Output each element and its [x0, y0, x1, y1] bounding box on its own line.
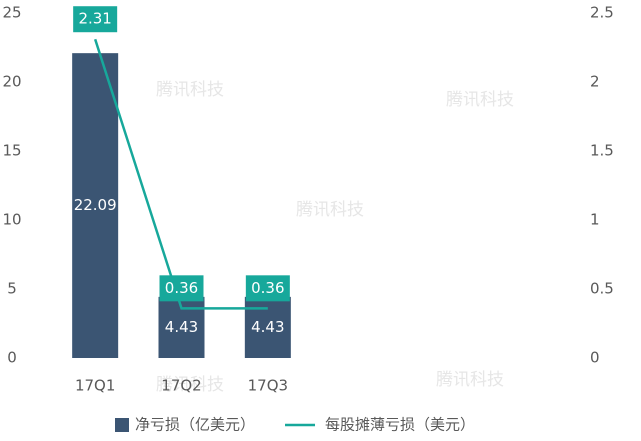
y2-tick-label: 0.5	[590, 280, 614, 298]
y-tick-label: 15	[2, 142, 21, 160]
x-tick-label: 17Q2	[161, 377, 201, 395]
y2-tick-label: 0	[590, 349, 600, 367]
legend-label: 每股摊薄亏损（美元）	[325, 416, 475, 434]
y2-tick-label: 1.5	[590, 142, 614, 160]
watermark: 腾讯科技	[156, 80, 224, 100]
legend-label: 净亏损（亿美元）	[135, 416, 255, 434]
y2-tick-label: 1	[590, 211, 600, 229]
y-tick-label: 0	[7, 349, 17, 367]
y2-tick-label: 2.5	[590, 4, 614, 22]
watermark: 腾讯科技	[156, 375, 224, 395]
line	[93, 38, 268, 310]
y-tick-label: 25	[2, 4, 21, 22]
line-value-label: 0.36	[251, 279, 284, 297]
bar	[72, 53, 119, 359]
x-tick-label: 17Q1	[75, 377, 115, 395]
y-tick-label: 10	[2, 211, 21, 229]
y-tick-label: 5	[7, 280, 17, 298]
watermark: 腾讯科技	[446, 90, 514, 110]
bar-value-label: 22.09	[74, 196, 117, 214]
line-value-label: 0.36	[165, 279, 198, 297]
watermark: 腾讯科技	[436, 370, 504, 390]
value-label-box	[245, 275, 290, 302]
bar-value-label: 4.43	[251, 318, 284, 336]
line-value-label: 2.31	[78, 10, 111, 28]
watermark: 腾讯科技	[296, 200, 364, 220]
bar-value-label: 4.43	[165, 318, 198, 336]
value-label-box	[73, 6, 118, 33]
legend-swatch	[115, 418, 129, 432]
value-label-box	[159, 275, 204, 302]
y-tick-label: 20	[2, 73, 21, 91]
bar	[244, 296, 291, 358]
y2-tick-label: 2	[590, 73, 600, 91]
x-tick-label: 17Q3	[248, 377, 288, 395]
